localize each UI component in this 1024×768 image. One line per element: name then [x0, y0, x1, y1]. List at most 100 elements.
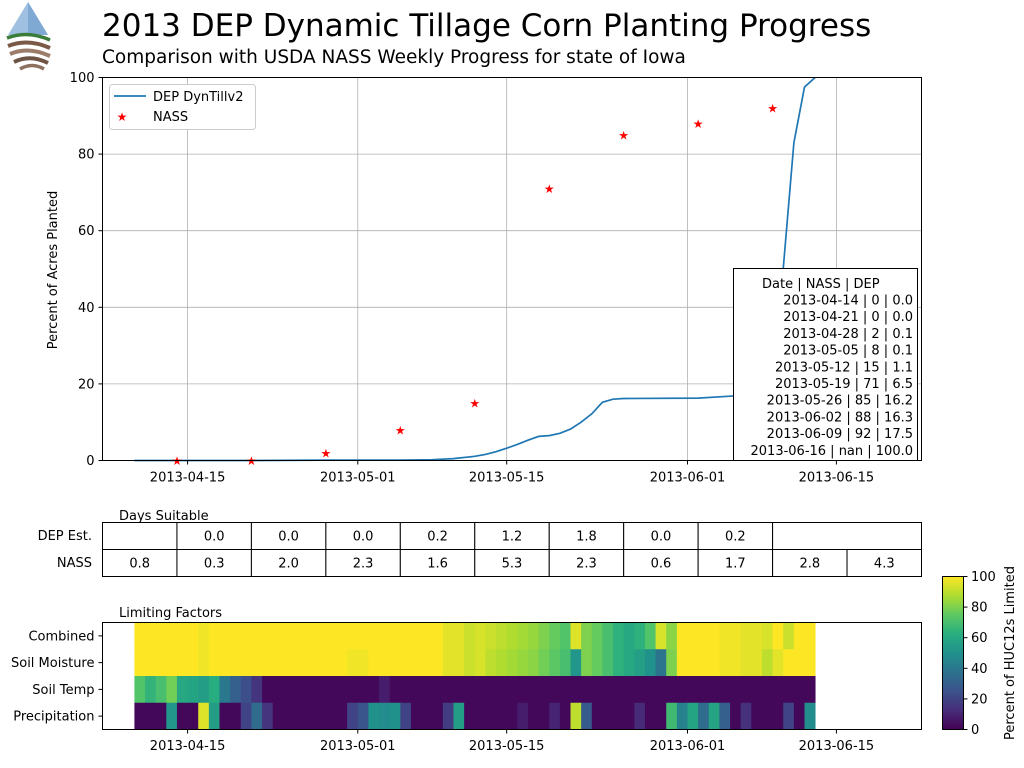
table-cell-value: 1.6: [427, 557, 448, 572]
heatmap-cell: [283, 649, 295, 677]
heatmap-cell: [187, 676, 199, 704]
heatmap-cell: [272, 622, 284, 650]
heatmap-cell: [676, 622, 688, 650]
heatmap-cell: [134, 676, 146, 704]
heatmap-cell: [134, 622, 146, 650]
heatmap-x-tick-label: 2013-05-15: [469, 739, 545, 754]
heatmap-cell: [464, 649, 476, 677]
heatmap-row-label: Soil Moisture: [11, 656, 95, 671]
row-label-dep: DEP Est.: [38, 529, 92, 544]
heatmap-cell: [198, 622, 210, 650]
colorbar-tick-label: 20: [971, 692, 988, 707]
nass-point: ★: [544, 182, 555, 196]
colorbar: 0 20 40 60 80 100 Percent of HUC12s Limited: [942, 566, 1018, 740]
heatmap-cell: [421, 702, 433, 730]
heatmap-cell: [613, 676, 625, 704]
y-tick-label: 80: [78, 148, 95, 163]
heatmap-cell: [325, 649, 337, 677]
x-tick-label: 2013-04-15: [150, 471, 226, 486]
heatmap-cell: [751, 649, 763, 677]
heatmap-cell: [517, 649, 529, 677]
heatmap-cell: [304, 676, 316, 704]
heatmap-cell: [166, 702, 178, 730]
heatmap-cell: [283, 622, 295, 650]
heatmap-row-label: Soil Temp: [32, 683, 94, 698]
heatmap-cell: [485, 676, 497, 704]
heatmap-cell: [506, 622, 518, 650]
heatmap-cell: [230, 676, 242, 704]
heatmap-cell: [559, 676, 571, 704]
heatmap-cell: [751, 676, 763, 704]
heatmap-cell: [570, 676, 582, 704]
heatmap-cell: [187, 702, 199, 730]
heatmap-cell: [687, 649, 699, 677]
annotation-header: Date | NASS | DEP: [762, 277, 880, 292]
heatmap-cell: [527, 649, 539, 677]
heatmap-cell: [304, 622, 316, 650]
heatmap-cell: [379, 702, 391, 730]
heatmap-cell: [634, 622, 646, 650]
heatmap-cell: [506, 649, 518, 677]
heatmap-cell: [304, 702, 316, 730]
heatmap-cell: [740, 676, 752, 704]
heatmap-x-tick-label: 2013-05-01: [320, 739, 396, 754]
heatmap-cell: [644, 702, 656, 730]
heatmap-cell: [336, 676, 348, 704]
heatmap-cell: [400, 676, 412, 704]
heatmap-cell: [730, 622, 742, 650]
heatmap-cell: [591, 702, 603, 730]
heatmap-cell: [389, 649, 401, 677]
heatmap-cell: [740, 622, 752, 650]
heatmap-cell: [368, 649, 380, 677]
table-cell-value: 0.3: [204, 557, 225, 572]
heatmap-cell: [676, 649, 688, 677]
heatmap-cell: [272, 676, 284, 704]
heatmap-cell: [676, 702, 688, 730]
table-cell-value: 0.2: [427, 530, 448, 545]
heatmap-cell: [496, 676, 508, 704]
y-tick-label: 100: [70, 71, 95, 86]
heatmap-cell: [432, 702, 444, 730]
annotation-table: Date | NASS | DEP 2013-04-14 | 0 | 0.020…: [733, 268, 918, 461]
heatmap-cell: [623, 676, 635, 704]
heatmap-cell: [538, 702, 550, 730]
heatmap-cell: [581, 622, 593, 650]
heatmap-cell: [517, 702, 529, 730]
y-tick-label: 20: [78, 377, 95, 392]
table-title: Days Suitable: [119, 509, 209, 524]
annotation-row: 2013-04-21 | 0 | 0.0: [783, 310, 913, 325]
heatmap-cell: [453, 676, 465, 704]
heatmap-cell: [155, 702, 167, 730]
table-cell-value: 0.0: [278, 530, 299, 545]
heatmap-cell: [644, 649, 656, 677]
heatmap-cell: [208, 649, 220, 677]
heatmap-cell: [134, 702, 146, 730]
heatmap-cell: [698, 676, 710, 704]
heatmap-cell: [719, 649, 731, 677]
heatmap-cell: [230, 649, 242, 677]
heatmap-cell: [740, 702, 752, 730]
heatmap-cell: [145, 622, 157, 650]
x-tick-label: 2013-06-15: [799, 471, 875, 486]
heatmap-cell: [570, 702, 582, 730]
heatmap-cell: [240, 702, 252, 730]
heatmap-cell: [400, 622, 412, 650]
dep-logo: [6, 2, 51, 71]
colorbar-tick-label: 40: [971, 662, 988, 677]
heatmap-cell: [389, 622, 401, 650]
heatmap-cell: [549, 702, 561, 730]
heatmap-cell: [559, 622, 571, 650]
heatmap-cell: [315, 649, 327, 677]
heatmap-cell: [708, 676, 720, 704]
heatmap-cell: [496, 702, 508, 730]
table-cell-value: 1.2: [502, 530, 523, 545]
heatmap-cell: [761, 649, 773, 677]
table-cell-value: 0.0: [651, 530, 672, 545]
heatmap-cell: [219, 622, 231, 650]
heatmap-cell: [357, 676, 369, 704]
heatmap-cell: [698, 649, 710, 677]
heatmap-cell: [687, 702, 699, 730]
heatmap-cell: [761, 676, 773, 704]
y-axis-label: Percent of Acres Planted: [46, 191, 61, 350]
table-cell: [846, 549, 923, 577]
